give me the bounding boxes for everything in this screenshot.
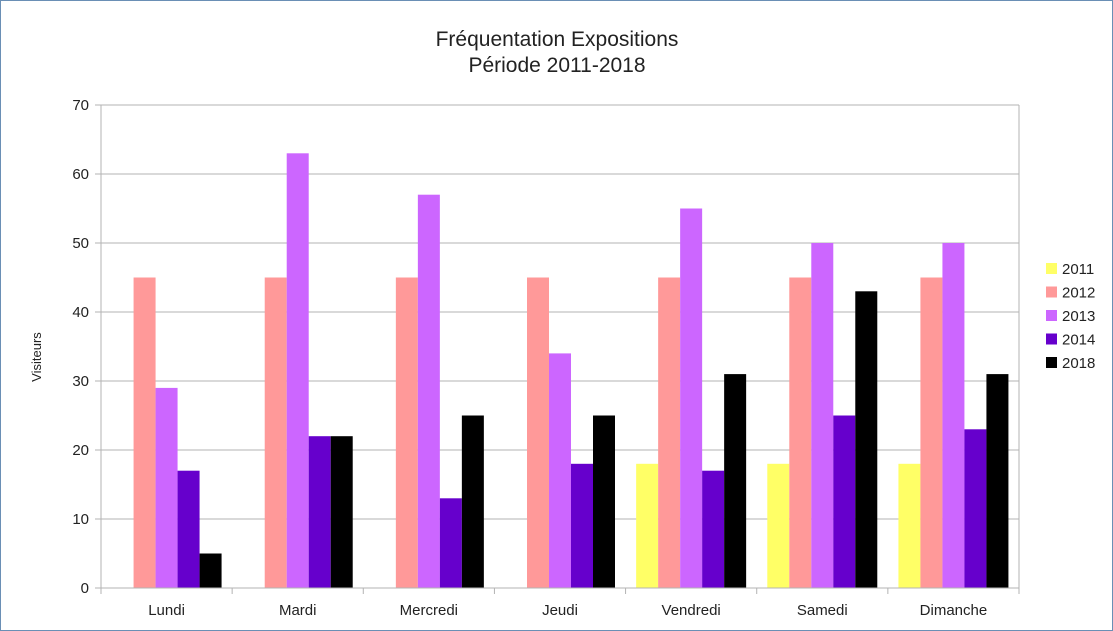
- bar-2013-dimanche: [942, 243, 965, 588]
- legend-swatch-2012: [1046, 286, 1057, 298]
- y-tick-label: 30: [72, 373, 89, 390]
- bar-2012-dimanche: [920, 277, 943, 588]
- x-tick-label: Samedi: [797, 602, 848, 619]
- bars-layer: [133, 153, 1009, 589]
- legend: 2011 2012 2013 2014 2018: [1046, 261, 1095, 372]
- bar-2018-dimanche: [986, 374, 1009, 588]
- bar-2012-vendredi: [658, 277, 681, 588]
- y-axis-title: Visiteurs: [29, 332, 44, 382]
- bar-2012-mardi: [264, 277, 287, 588]
- y-tick-label: 60: [72, 166, 89, 183]
- bar-2018-mercredi: [461, 415, 484, 588]
- bar-2012-mercredi: [395, 277, 418, 588]
- bar-2012-samedi: [789, 277, 812, 588]
- bar-2013-samedi: [811, 243, 834, 588]
- bar-2012-lundi: [133, 277, 156, 588]
- chart-subtitle: Période 2011-2018: [468, 54, 645, 77]
- bar-2014-mardi: [308, 436, 331, 588]
- bar-2014-lundi: [177, 470, 200, 588]
- y-tick-label: 10: [72, 511, 89, 528]
- bar-2018-vendredi: [724, 374, 747, 588]
- bar-2013-mercredi: [417, 194, 440, 588]
- bar-2014-mercredi: [439, 498, 462, 588]
- bar-2018-mardi: [330, 436, 353, 588]
- bar-2011-vendredi: [636, 463, 659, 588]
- bar-2012-jeudi: [527, 277, 549, 588]
- legend-swatch-2013: [1046, 310, 1057, 321]
- bar-2014-jeudi: [571, 463, 593, 588]
- bar-2018-jeudi: [593, 415, 615, 588]
- bar-2014-vendredi: [702, 470, 725, 588]
- legend-swatch-2011: [1046, 263, 1057, 274]
- legend-label-2013: 2013: [1062, 308, 1095, 325]
- x-tick-label: Dimanche: [920, 602, 988, 619]
- legend-label-2011: 2011: [1062, 261, 1094, 278]
- legend-label-2014: 2014: [1062, 332, 1095, 349]
- bar-2014-dimanche: [964, 429, 987, 588]
- bar-2011-dimanche: [898, 463, 921, 588]
- x-tick-label: Mardi: [279, 602, 317, 619]
- bar-2018-lundi: [199, 553, 222, 588]
- y-tick-label: 40: [72, 304, 89, 321]
- y-tick-label: 0: [81, 580, 89, 597]
- legend-swatch-2014: [1046, 333, 1057, 345]
- chart-title-group: Fréquentation Expositions Période 2011-2…: [436, 28, 679, 77]
- x-tick-label: Lundi: [148, 602, 185, 619]
- bar-2014-samedi: [833, 415, 856, 588]
- y-tick-label: 20: [72, 442, 89, 459]
- legend-label-2012: 2012: [1062, 285, 1095, 302]
- bar-2018-samedi: [855, 291, 878, 588]
- bar-2013-lundi: [155, 387, 178, 588]
- x-tick-label: Vendredi: [662, 602, 721, 619]
- x-tick-label: Mercredi: [400, 602, 458, 619]
- axes-layer: 0 10 20 30 40 50 60 70 Lundi Mardi Mercredi Jeudi Ve…: [72, 97, 1020, 619]
- bar-2013-vendredi: [680, 208, 703, 588]
- x-tick-label: Jeudi: [542, 602, 578, 619]
- bar-2011-samedi: [767, 463, 790, 588]
- bar-2013-mardi: [286, 153, 309, 589]
- y-tick-label: 50: [72, 235, 89, 252]
- y-tick-label: 70: [72, 97, 89, 114]
- chart-title: Fréquentation Expositions: [436, 28, 679, 51]
- legend-label-2018: 2018: [1062, 355, 1095, 372]
- legend-swatch-2018: [1046, 357, 1057, 368]
- bar-2013-jeudi: [549, 353, 571, 588]
